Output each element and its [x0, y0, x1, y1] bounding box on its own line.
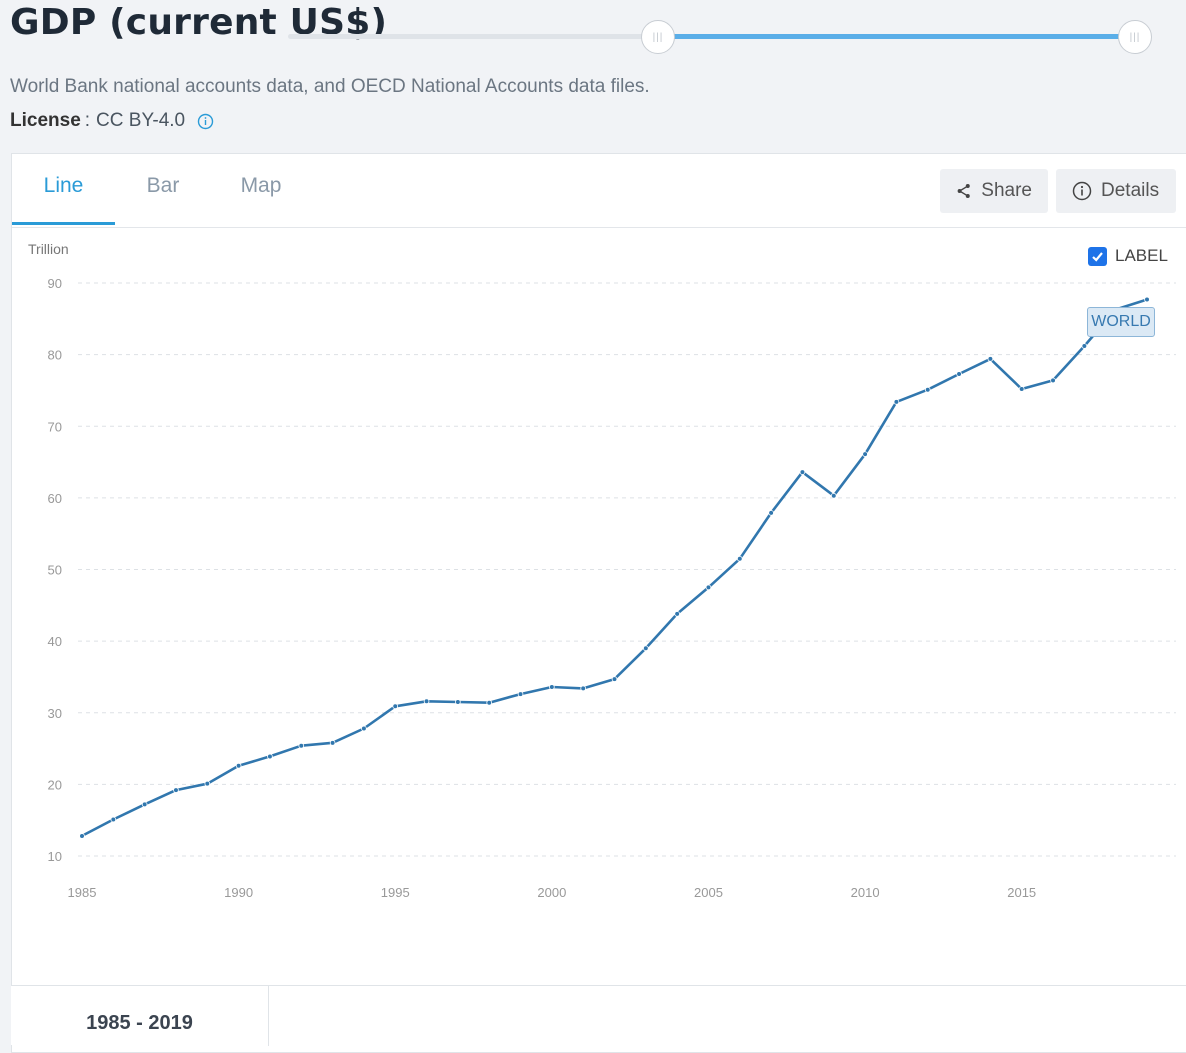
license-separator: : — [84, 110, 91, 131]
label-checkbox[interactable] — [1088, 246, 1107, 266]
range-slider-fill — [658, 34, 1136, 39]
share-button[interactable]: Share — [940, 169, 1048, 213]
series-label-tag: WORLD — [1087, 307, 1155, 337]
checkmark-icon — [1092, 251, 1103, 262]
year-range-bar: 1985 - 2019 — [11, 985, 1186, 1046]
data-source-text: World Bank national accounts data, and O… — [10, 76, 650, 97]
tabs-divider — [12, 227, 1186, 228]
license-line: License : CC BY-4.0 — [10, 110, 214, 132]
details-button-label: Details — [1101, 180, 1160, 201]
license-label: License — [10, 110, 81, 131]
license-info-icon[interactable] — [197, 113, 214, 130]
info-icon — [1072, 181, 1092, 201]
chart-type-tabs: Line Bar Map — [12, 154, 311, 226]
range-start-handle[interactable]: ||| — [641, 20, 675, 54]
share-icon — [957, 184, 970, 198]
tab-line[interactable]: Line — [12, 154, 115, 225]
range-end-handle[interactable]: ||| — [1118, 20, 1152, 54]
chart-panel: Line Bar Map Share Details — [11, 153, 1186, 1053]
label-toggle-text: LABEL — [1115, 246, 1168, 265]
label-toggle[interactable]: LABEL — [1088, 246, 1168, 266]
details-button[interactable]: Details — [1056, 169, 1176, 213]
tab-map[interactable]: Map — [240, 174, 282, 197]
share-button-label: Share — [981, 180, 1032, 201]
tab-bar[interactable]: Bar — [146, 174, 180, 197]
year-range-label: 1985 - 2019 — [11, 986, 269, 1046]
license-value: CC BY-4.0 — [96, 110, 186, 131]
